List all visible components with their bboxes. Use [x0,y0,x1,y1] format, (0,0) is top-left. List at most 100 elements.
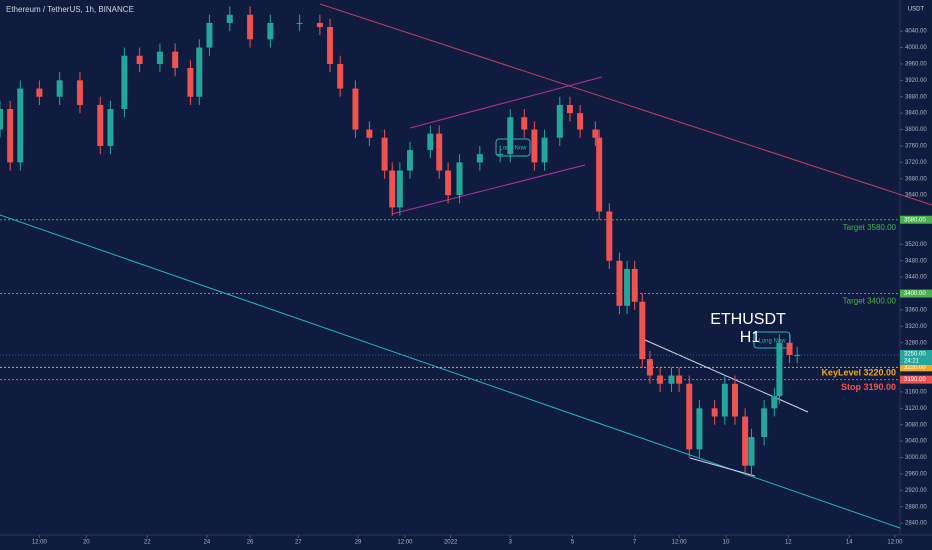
x-tick-label: 5 [571,540,575,546]
price-tag [900,350,932,366]
candle-body [56,80,63,97]
y-tick-label: 3080.00 [905,422,927,428]
level-label: KeyLevel 3220.00 [821,368,896,378]
y-tick-label: 3640.00 [905,193,927,199]
y-tick-label: 3360.00 [905,308,927,314]
y-tick-label: 3760.00 [905,144,927,150]
y-tick-label: 3520.00 [905,242,927,248]
y-tick-label: 2880.00 [905,504,927,510]
currency-label: USDT [908,7,925,13]
trendline [319,3,932,206]
candle-body [639,301,646,360]
y-tick-label: 4000.00 [905,45,927,51]
candle-body [497,154,504,156]
candle-body [696,408,703,450]
y-tick-label: 3960.00 [905,62,927,68]
candle-body [476,154,483,163]
candle-body [0,109,3,130]
candle-body [577,113,584,130]
y-tick-label: 3320.00 [905,324,927,330]
y-tick-label: 3680.00 [905,176,927,182]
x-tick-label: 3 [509,540,513,546]
candle-body [748,437,755,466]
candle-body [427,133,434,151]
price-tag-label: 3220.00 [904,365,926,371]
candle-body [676,375,683,384]
candle-body [592,129,599,138]
candle-body [17,88,24,163]
trendline [0,214,901,529]
y-tick-label: 3000.00 [905,455,927,461]
candle-body [206,22,213,48]
channel-line [644,339,809,413]
x-tick-label: 2022 [444,540,458,546]
candle-body [541,137,548,163]
y-tick-label: 3480.00 [905,258,927,264]
candle-body [624,268,631,306]
candle-body [381,137,388,171]
candle-body [267,22,274,40]
x-tick-label: 20 [83,540,90,546]
x-tick-label: 12:00 [672,540,688,546]
level-label: Target 3580.00 [843,223,897,232]
x-tick-label: 22 [144,540,151,546]
x-tick-label: 14 [846,540,853,546]
candle-body [566,104,573,114]
x-tick-label: 12 [785,540,792,546]
level-label: Target 3400.00 [843,297,897,306]
candle-body [36,88,43,97]
x-tick-label: 24 [204,540,211,546]
candle-body [507,117,514,155]
candle-body [531,129,538,163]
candle-body [296,22,303,24]
candle-body [107,109,114,146]
candle-body [337,63,344,89]
y-tick-label: 3720.00 [905,160,927,166]
candle-body [436,133,443,171]
candle-body [606,211,613,261]
price-tag-label: 3190.00 [904,377,926,383]
candle-body [226,14,233,23]
y-tick-label: 4040.00 [905,29,927,35]
candle-body [721,383,728,417]
price-tag-label: 3580.00 [904,217,926,223]
annotation: Long Now [499,146,527,152]
candle-body [646,359,653,376]
candle-body [407,150,414,171]
candle-body [445,170,452,196]
annotation: ETHUSDT [710,311,786,328]
price-tag [900,363,932,372]
y-tick-label: 3880.00 [905,94,927,100]
candle-body [521,117,528,130]
channel-line [689,457,756,477]
annotation: Long Now [758,339,786,345]
candle-body [247,14,254,40]
y-tick-label: 3120.00 [905,406,927,412]
x-tick-label: 26 [247,540,254,546]
x-tick-label: 7 [633,540,637,546]
y-tick-label: 3800.00 [905,127,927,133]
y-tick-label: 3160.00 [905,390,927,396]
price-tag [900,289,932,298]
candle-body [771,396,778,409]
x-tick-label: 29 [355,540,362,546]
annotation: H1 [740,329,761,346]
candle-body [396,170,403,208]
candle-body [761,408,768,438]
candle-body [172,51,179,69]
price-tag [900,375,932,384]
x-tick-label: 10 [723,540,730,546]
y-tick-label: 3920.00 [905,78,927,84]
y-tick-label: 3040.00 [905,439,927,445]
x-tick-label: 27 [295,540,302,546]
candle-body [156,51,163,64]
candle-body [616,260,623,306]
price-tag [900,215,932,224]
candle-body [187,68,194,97]
candle-body [657,375,664,384]
candle-body [786,342,793,356]
y-tick-label: 3840.00 [905,111,927,117]
candle-body [731,383,738,417]
candle-body [316,22,323,28]
